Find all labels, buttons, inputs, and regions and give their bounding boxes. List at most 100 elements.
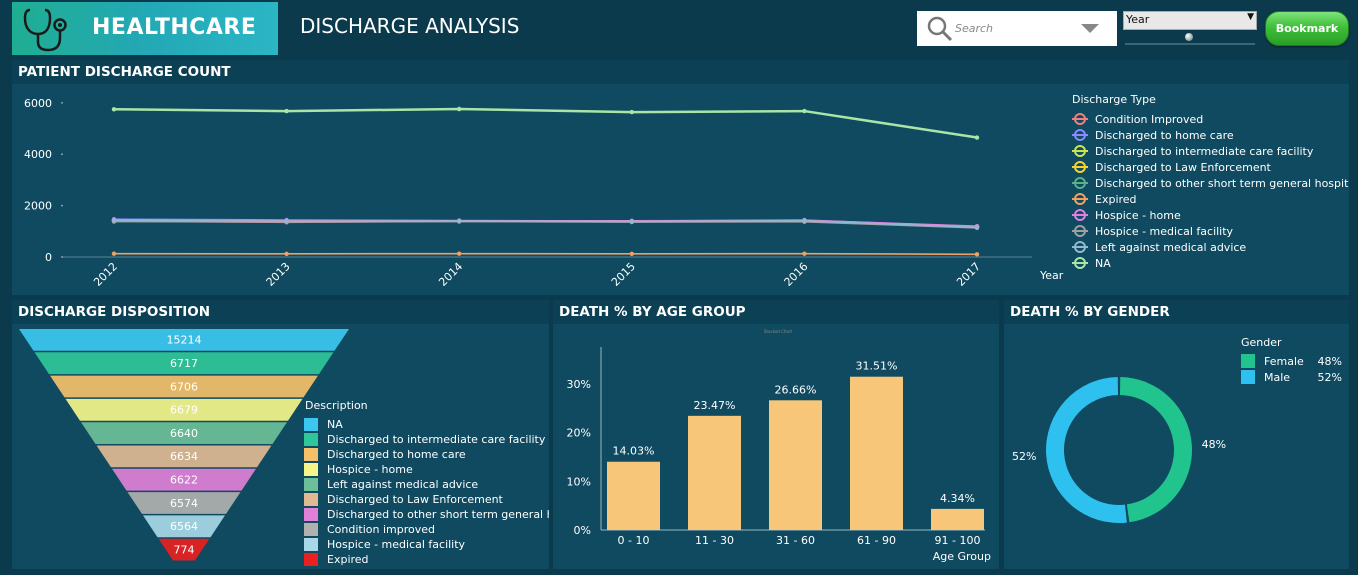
funnel-value-label: 6706 xyxy=(170,380,198,393)
legend-label: Discharged to home care xyxy=(1095,129,1234,142)
legend-label: Condition improved xyxy=(327,523,435,536)
legend-swatch-marker xyxy=(1074,209,1086,221)
bar xyxy=(931,508,984,530)
bookmark-button[interactable]: Bookmark xyxy=(1265,11,1349,46)
search-icon xyxy=(927,16,953,42)
x-tick-label: 91 - 100 xyxy=(935,534,981,547)
search-box[interactable]: Search xyxy=(917,11,1117,46)
series-point xyxy=(284,251,289,256)
donut-slice xyxy=(1046,377,1127,523)
series-point xyxy=(111,107,117,112)
year-slider-handle[interactable] xyxy=(1185,33,1193,41)
series-point xyxy=(974,225,980,230)
legend-swatch xyxy=(304,463,318,476)
bar-value-label: 23.47% xyxy=(694,399,736,412)
legend-label: Discharged to other short term general h… xyxy=(327,508,549,521)
year-select[interactable]: Year ▼ xyxy=(1123,11,1257,30)
legend-swatch-marker xyxy=(1074,241,1086,253)
logo-text: HEALTHCARE xyxy=(92,15,257,40)
legend-title: Description xyxy=(305,399,368,412)
y-tick-mark xyxy=(61,204,63,207)
bar-chart: Stacked Chart 0% 10% 20% 30% 14.03% 0 - 10 23.4… xyxy=(567,329,991,563)
legend-label: Hospice - home xyxy=(327,463,413,476)
y-tick-label: 30% xyxy=(567,378,591,391)
legend-label: NA xyxy=(1095,257,1111,270)
y-tick-mark xyxy=(61,153,63,156)
legend-swatch-marker xyxy=(1074,257,1086,269)
funnel-value-label: 6679 xyxy=(170,404,198,417)
legend-swatch-marker xyxy=(1074,113,1086,125)
legend-swatch xyxy=(304,508,318,521)
gender-title: DEATH % BY GENDER xyxy=(1004,300,1349,324)
x-tick-label: 61 - 90 xyxy=(857,534,896,547)
series-line xyxy=(113,219,978,229)
legend-title: Gender xyxy=(1241,336,1282,349)
funnel-value-label: 15214 xyxy=(167,334,202,347)
x-tick-label: 2016 xyxy=(782,260,811,289)
series-point xyxy=(802,108,807,114)
y-tick-label: 4000 xyxy=(24,148,52,161)
bar-value-label: 4.34% xyxy=(940,492,975,505)
legend-swatch xyxy=(304,523,318,536)
series-point xyxy=(111,218,117,223)
series-point xyxy=(802,218,807,223)
page-title: DISCHARGE ANALYSIS xyxy=(300,14,520,38)
x-tick-label: 2013 xyxy=(264,260,293,289)
y-tick-label: 0 xyxy=(45,251,52,264)
y-tick-mark xyxy=(61,256,63,258)
funnel-value-label: 6717 xyxy=(170,357,198,370)
x-tick-label: 11 - 30 xyxy=(695,534,734,547)
series-line xyxy=(113,107,978,139)
disposition-title: DISCHARGE DISPOSITION xyxy=(12,300,549,324)
bar xyxy=(688,415,741,530)
series-point xyxy=(457,251,462,256)
legend-value: 52% xyxy=(1318,371,1342,384)
funnel-segment xyxy=(96,445,272,468)
year-slider-track[interactable] xyxy=(1125,43,1255,45)
y-tick-label: 6000 xyxy=(24,97,52,110)
chevron-down-icon[interactable] xyxy=(1081,24,1101,36)
series-point xyxy=(284,108,289,114)
series-line xyxy=(113,252,978,256)
bar-value-label: 31.51% xyxy=(856,360,898,373)
y-tick-label: 10% xyxy=(567,475,591,488)
funnel-value-label: 6564 xyxy=(170,520,198,533)
x-tick-label: 2017 xyxy=(954,260,983,289)
legend-swatch-marker xyxy=(1074,225,1086,237)
legend-label: Expired xyxy=(327,553,369,566)
age-panel: DEATH % BY AGE GROUP Stacked Chart 0% 10% 2… xyxy=(553,300,999,569)
dropdown-caret-icon: ▼ xyxy=(1247,12,1254,22)
legend-swatch xyxy=(304,553,318,566)
x-axis-title: Year xyxy=(1039,269,1064,282)
discharge-count-title: PATIENT DISCHARGE COUNT xyxy=(12,60,1349,84)
legend-swatch xyxy=(1241,370,1255,384)
y-tick-mark xyxy=(61,101,63,104)
y-tick-label: 0% xyxy=(574,524,591,537)
legend-swatch-marker xyxy=(1074,161,1086,173)
search-input[interactable]: Search xyxy=(955,22,994,35)
series-point xyxy=(974,135,980,140)
series-point xyxy=(629,219,634,224)
funnel-value-label: 6622 xyxy=(170,473,198,486)
y-tick-label: 20% xyxy=(567,427,591,440)
funnel-segment xyxy=(34,352,334,375)
funnel-segment xyxy=(158,538,210,561)
legend-label: Hospice - home xyxy=(1095,209,1181,222)
x-tick-label: 2012 xyxy=(91,260,120,289)
legend-label: Discharged to Law Enforcement xyxy=(1095,161,1272,174)
series-point xyxy=(629,251,634,256)
bar xyxy=(850,376,903,530)
legend-swatch-marker xyxy=(1074,129,1086,141)
chart-small-title: Stacked Chart xyxy=(764,329,793,334)
stethoscope-icon xyxy=(23,8,67,52)
legend-label: Left against medical advice xyxy=(1095,241,1246,254)
legend-label: Discharged to intermediate care facility xyxy=(1095,145,1314,158)
bar-value-label: 14.03% xyxy=(613,445,655,458)
legend-swatch xyxy=(304,493,318,506)
legend-label: Discharged to other short term general h… xyxy=(1095,177,1349,190)
funnel-segment xyxy=(112,468,256,491)
legend-swatch-marker xyxy=(1074,145,1086,157)
series-point xyxy=(629,109,634,115)
series-point xyxy=(974,252,980,257)
legend-title: Discharge Type xyxy=(1072,93,1156,106)
